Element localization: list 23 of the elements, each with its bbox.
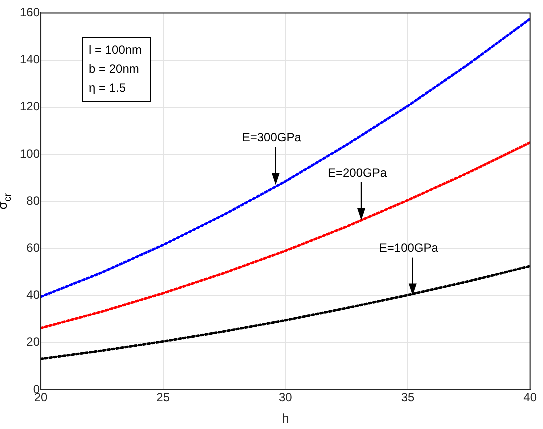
y-tick-label: 20 (26, 335, 40, 350)
y-tick-label: 140 (20, 52, 40, 67)
annotation: b = 20nm (89, 61, 140, 78)
annotation: E=100GPa (379, 241, 439, 256)
y-axis-title: σcr (0, 192, 14, 210)
y-tick-label: 100 (20, 146, 40, 161)
annotation: l = 100nm (89, 42, 142, 59)
annotation: η = 1.5 (89, 80, 128, 97)
annotation: E=200GPa (328, 166, 388, 180)
y-tick-label: 40 (26, 288, 40, 302)
y-tick-label: 80 (26, 194, 40, 208)
line-series (41, 18, 530, 298)
line-series (41, 265, 530, 360)
x-tick-label: 40 (524, 390, 538, 405)
annotation: E=300GPa (242, 130, 302, 144)
x-axis-title: h (282, 410, 290, 426)
y-tick-label: 160 (20, 6, 40, 20)
x-tick-label: 25 (156, 390, 170, 405)
y-tick-label: 60 (26, 241, 40, 256)
line-series (41, 141, 530, 330)
x-tick-label: 35 (401, 390, 415, 405)
y-tick-label: 120 (20, 100, 40, 114)
x-tick-label: 30 (278, 390, 293, 405)
